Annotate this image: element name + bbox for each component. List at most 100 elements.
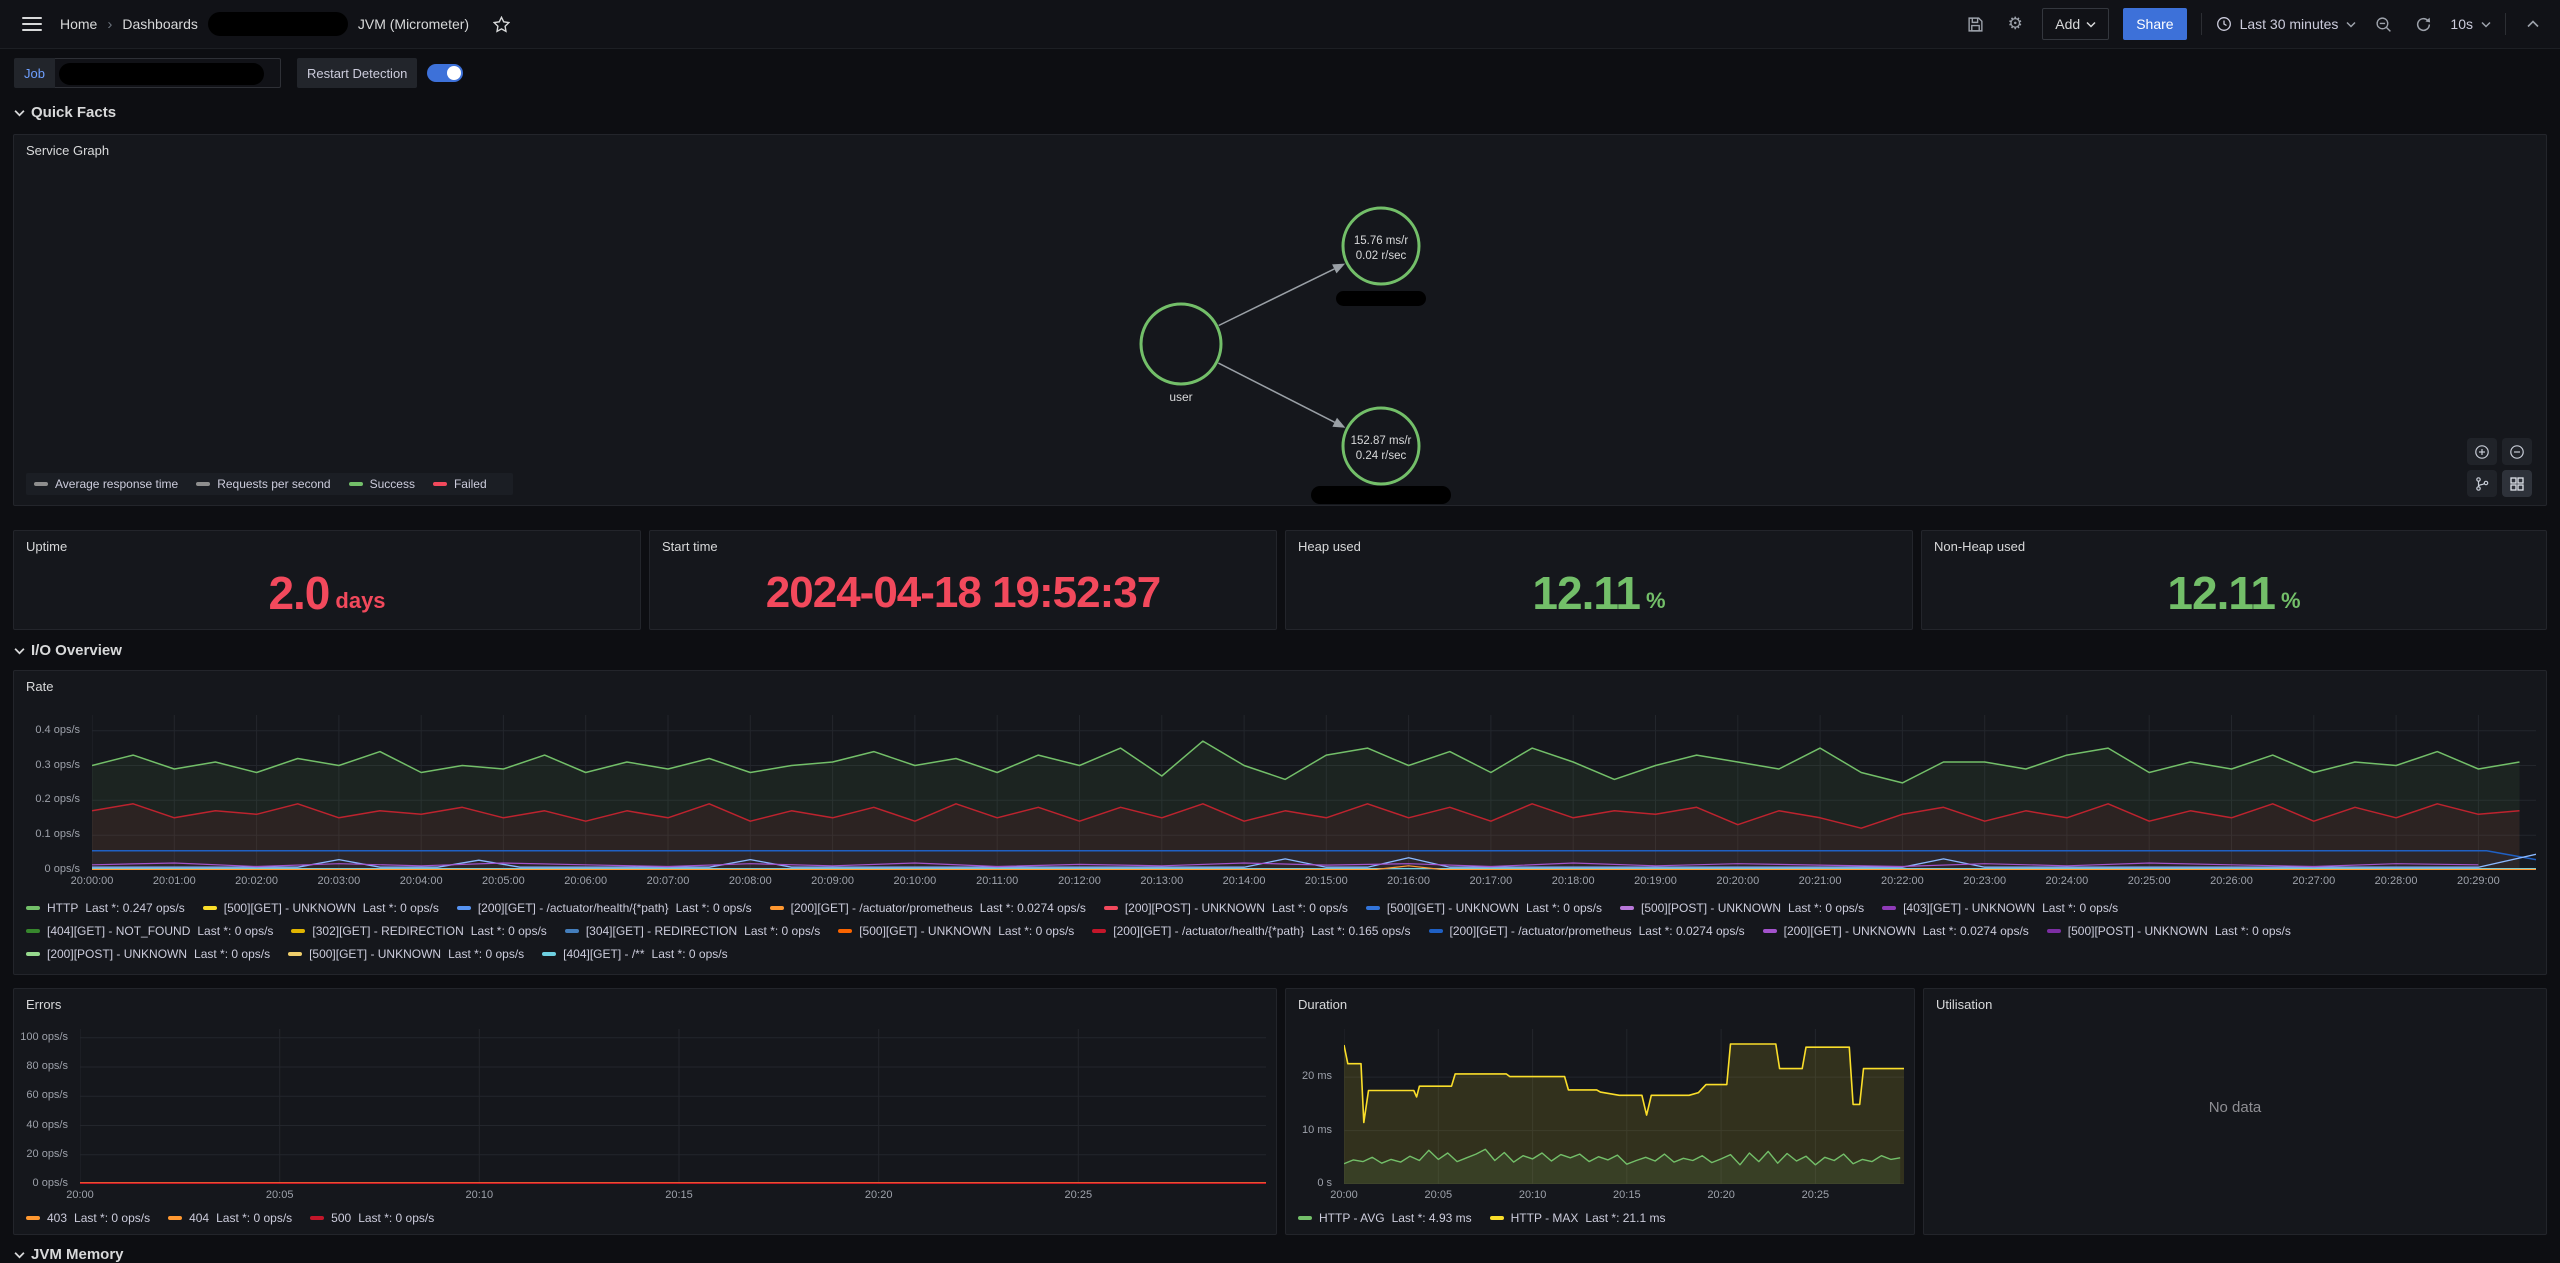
legend-item[interactable]: Success [348,477,415,491]
legend-item[interactable]: [404][GET] - /** Last *: 0 ops/s [542,947,728,961]
legend-label: HTTP - AVG [1319,1211,1385,1225]
duration-y-axis: 0 s 10 ms 20 ms [1286,1029,1340,1189]
legend-item[interactable]: [200][GET] - /actuator/health/{*path} Las… [456,901,752,915]
legend-swatch [26,906,40,910]
save-icon[interactable] [1962,11,1988,37]
legend-item[interactable]: [302][GET] - REDIRECTION Last *: 0 ops/s [291,924,547,938]
legend-item[interactable]: [200][GET] - /actuator/prometheus Last *:… [769,901,1086,915]
legend-item[interactable]: HTTP - AVG Last *: 4.93 ms [1298,1211,1472,1225]
layout-branch-icon[interactable] [2467,470,2497,497]
x-tick-label: 20:24:00 [2045,875,2089,887]
legend-item[interactable]: [500][GET] - UNKNOWN Last *: 0 ops/s [1365,901,1602,915]
x-tick-label: 20:17:00 [1469,875,1513,887]
panel-title[interactable]: Uptime [26,539,68,554]
series-line [91,740,2520,784]
errors-plot[interactable] [79,1029,1266,1185]
legend-item[interactable]: [200][POST] - UNKNOWN Last *: 0 ops/s [26,947,270,961]
x-tick-label: 20:25 [1801,1189,1830,1201]
job-select[interactable] [54,58,281,88]
x-tick-label: 20:26:00 [2210,875,2253,887]
redacted-node-label [1336,291,1426,306]
panel-title[interactable]: Duration [1298,997,1348,1012]
section-jvm-memory[interactable]: JVM Memory [14,1246,124,1263]
refresh-interval-picker[interactable]: 10s [2450,16,2491,32]
restart-detection-toggle[interactable] [427,64,464,82]
panel-title[interactable]: Start time [662,539,718,554]
legend-item[interactable]: HTTP Last *: 0.247 ops/s [26,901,185,915]
duration-x-axis: 20:00 20:05 20:10 20:15 20:20 20:25 [1330,1189,1904,1205]
legend-label: [200][GET] - UNKNOWN [1783,924,1916,938]
legend-item[interactable]: Requests per second [196,477,331,491]
service-graph-node-bottom[interactable]: 152.87 ms/r 0.24 r/sec [1341,406,1421,486]
legend-item[interactable]: [200][POST] - UNKNOWN Last *: 0 ops/s [1103,901,1348,915]
panel-title[interactable]: Rate [26,679,54,694]
legend-item[interactable]: [200][GET] - UNKNOWN Last *: 0.0274 ops/s [1762,924,2029,938]
legend-item[interactable]: 500 Last *: 0 ops/s [310,1211,434,1225]
panel-title[interactable]: Utilisation [1936,997,1993,1012]
service-graph-node-top[interactable]: 15.76 ms/r 0.02 r/sec [1341,206,1421,286]
x-tick-label: 20:22:00 [1880,875,1924,887]
stat-value: 12.11 % [1532,567,1666,619]
legend-swatch [34,482,48,486]
x-tick-label: 20:16:00 [1387,875,1431,887]
chevron-up-icon[interactable] [2520,11,2546,37]
time-range-picker[interactable]: Last 30 minutes [2216,16,2357,32]
legend-item[interactable]: HTTP - MAX Last *: 21.1 ms [1489,1211,1665,1225]
duration-plot[interactable] [1343,1029,1904,1185]
duration-legend: HTTP - AVG Last *: 4.93 ms HTTP - MAX Last … [1298,1211,1683,1225]
legend-item[interactable]: [403][GET] - UNKNOWN Last *: 0 ops/s [1882,901,2118,915]
service-graph-node-user[interactable]: user [1139,302,1223,404]
legend-item[interactable]: Failed [432,477,487,491]
zoom-out-icon[interactable] [2370,11,2396,37]
legend-item[interactable]: [500][POST] - UNKNOWN Last *: 0 ops/s [2046,924,2291,938]
x-tick-label: 20:02:00 [235,875,279,887]
series-line [92,853,2537,868]
series-fill [92,803,2520,870]
series-line [91,862,2479,868]
add-button[interactable]: Add [2042,8,2110,40]
stat-value: 2.0 days [268,567,386,619]
section-io-overview[interactable]: I/O Overview [14,642,122,659]
settings-gear-icon[interactable]: ⚙ [2007,14,2023,33]
grid-layout-icon[interactable] [2502,470,2532,497]
panel-title[interactable]: Errors [26,997,62,1012]
legend-item[interactable]: 404 Last *: 0 ops/s [168,1211,292,1225]
legend-item[interactable]: [500][POST] - UNKNOWN Last *: 0 ops/s [1620,901,1864,915]
top-navbar: Home › Dashboards JVM (Micrometer) ⚙ Add… [0,0,2560,49]
y-tick-label: 40 ops/s [26,1118,68,1131]
service-graph-edge [1218,263,1346,428]
panel-title[interactable]: Heap used [1298,539,1361,554]
legend-item[interactable]: [304][GET] - REDIRECTION Last *: 0 ops/s [564,924,820,938]
share-button[interactable]: Share [2123,8,2187,40]
legend-item[interactable]: [404][GET] - NOT_FOUND Last *: 0 ops/s [26,924,273,938]
menu-icon[interactable] [22,17,42,31]
zoom-out-circle-icon[interactable] [2502,438,2532,465]
rate-plot[interactable] [91,715,2537,871]
rate-x-axis: 20:00:00 20:01:00 20:02:00 20:03:00 20:04:00… [71,875,2536,891]
legend-item[interactable]: Average response time [34,477,178,491]
breadcrumb-dashboards[interactable]: Dashboards [122,16,198,32]
service-graph-canvas[interactable]: user 15.76 ms/r 0.02 r/sec 152.87 ms/r 0… [14,135,2548,507]
star-icon[interactable] [493,15,511,33]
legend-item[interactable]: 403 Last *: 0 ops/s [26,1211,150,1225]
dashboard-controls: Job Restart Detection [14,58,464,88]
legend-label: [200][POST] - UNKNOWN [47,947,188,961]
zoom-in-icon[interactable] [2467,438,2497,465]
section-quick-facts[interactable]: Quick Facts [14,104,116,121]
series-fill [1344,1149,1901,1184]
panel-title[interactable]: Non-Heap used [1934,539,2026,554]
refresh-icon[interactable] [2410,11,2436,37]
legend-label: [304][GET] - REDIRECTION [585,924,738,938]
legend-item[interactable]: [200][GET] - /actuator/prometheus Last *:… [1428,924,1745,938]
panel-title[interactable]: Service Graph [26,143,110,158]
legend-label: HTTP [47,901,79,915]
legend-label: 404 [189,1211,210,1225]
legend-item[interactable]: [200][GET] - /actuator/health/{*path} Las… [1092,924,1411,938]
legend-item[interactable]: [500][GET] - UNKNOWN Last *: 0 ops/s [288,947,524,961]
legend-value: Last *: 0.247 ops/s [85,901,185,915]
legend-label: [302][GET] - REDIRECTION [312,924,464,938]
legend-item[interactable]: [500][GET] - UNKNOWN Last *: 0 ops/s [202,901,439,915]
legend-item[interactable]: [500][GET] - UNKNOWN Last *: 0 ops/s [838,924,1074,938]
y-tick-label: 80 ops/s [26,1060,68,1073]
breadcrumb-home[interactable]: Home [60,16,98,32]
